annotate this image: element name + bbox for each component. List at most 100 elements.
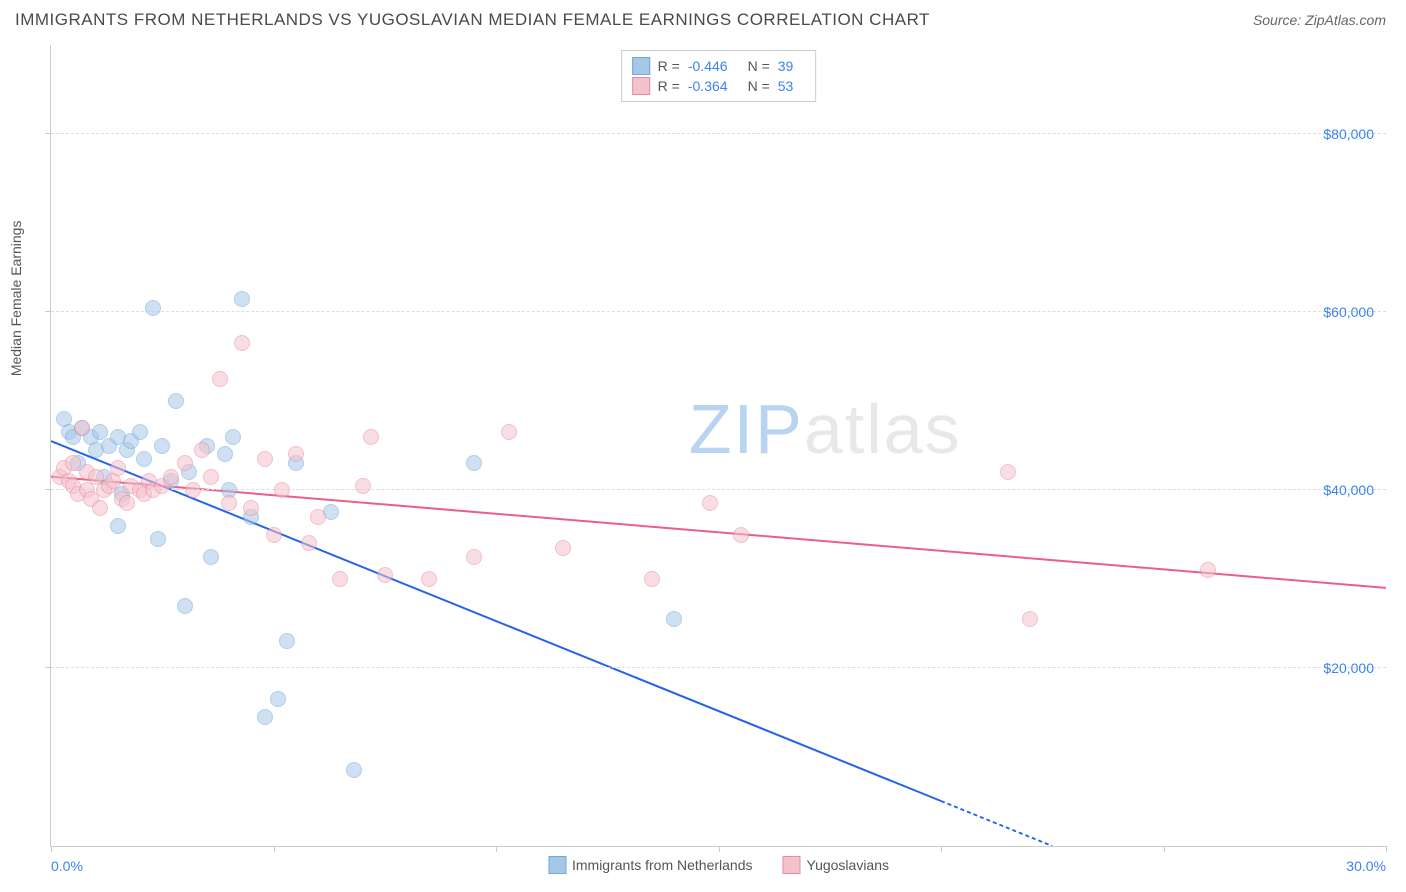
data-point [185,482,201,498]
watermark: ZIPatlas [689,389,962,469]
series-legend: Immigrants from Netherlands Yugoslavians [548,856,889,874]
y-axis-label: Median Female Earnings [8,220,24,376]
data-point [145,300,161,316]
n-label: N = [748,58,770,74]
data-point [501,424,517,440]
gridline [51,311,1386,312]
x-axis-min-label: 0.0% [51,858,83,874]
gridline [51,489,1386,490]
data-point [110,518,126,534]
data-point [203,549,219,565]
data-point [163,469,179,485]
x-tick [274,846,275,852]
data-point [363,429,379,445]
y-tick [45,667,51,668]
data-point [346,762,362,778]
data-point [355,478,371,494]
x-axis-max-label: 30.0% [1346,858,1386,874]
data-point [221,495,237,511]
swatch-netherlands [632,57,650,75]
data-point [74,420,90,436]
data-point [1000,464,1016,480]
swatch-yugoslavians [783,856,801,874]
data-point [168,393,184,409]
n-label: N = [748,78,770,94]
data-point [466,549,482,565]
r-value: -0.364 [688,78,728,94]
r-value: -0.446 [688,58,728,74]
legend-row-yugoslavians: R = -0.364 N = 53 [632,77,806,95]
data-point [421,571,437,587]
data-point [234,291,250,307]
x-tick [51,846,52,852]
x-tick [496,846,497,852]
legend-row-netherlands: R = -0.446 N = 39 [632,57,806,75]
data-point [154,438,170,454]
data-point [225,429,241,445]
data-point [279,633,295,649]
x-tick [941,846,942,852]
n-value: 39 [778,58,794,74]
data-point [212,371,228,387]
data-point [119,495,135,511]
data-point [1200,562,1216,578]
swatch-netherlands [548,856,566,874]
data-point [466,455,482,471]
watermark-zip: ZIP [689,390,804,468]
data-point [92,500,108,516]
data-point [270,691,286,707]
data-point [274,482,290,498]
gridline [51,667,1386,668]
data-point [332,571,348,587]
data-point [110,460,126,476]
y-tick-label: $20,000 [1323,660,1374,676]
data-point [266,527,282,543]
data-point [177,598,193,614]
data-point [257,709,273,725]
gridline [51,133,1386,134]
data-point [234,335,250,351]
data-point [666,611,682,627]
chart-area: Median Female Earnings ZIPatlas $20,000$… [50,45,1386,847]
y-tick [45,489,51,490]
data-point [132,424,148,440]
x-tick [1164,846,1165,852]
swatch-yugoslavians [632,77,650,95]
data-point [194,442,210,458]
x-tick [719,846,720,852]
n-value: 53 [778,78,794,94]
data-point [733,527,749,543]
legend-label: Yugoslavians [807,857,890,873]
y-tick-label: $80,000 [1323,126,1374,142]
data-point [555,540,571,556]
data-point [136,451,152,467]
legend-label: Immigrants from Netherlands [572,857,753,873]
data-point [257,451,273,467]
data-point [177,455,193,471]
x-tick [1386,846,1387,852]
legend-item-netherlands: Immigrants from Netherlands [548,856,753,874]
y-tick-label: $40,000 [1323,482,1374,498]
correlation-legend: R = -0.446 N = 39 R = -0.364 N = 53 [621,50,817,102]
y-tick [45,133,51,134]
chart-title: IMMIGRANTS FROM NETHERLANDS VS YUGOSLAVI… [15,10,930,30]
data-point [644,571,660,587]
source-attribution: Source: ZipAtlas.com [1253,12,1386,28]
data-point [203,469,219,485]
r-label: R = [658,78,680,94]
data-point [150,531,166,547]
data-point [702,495,718,511]
data-point [301,535,317,551]
data-point [1022,611,1038,627]
data-point [217,446,233,462]
r-label: R = [658,58,680,74]
data-point [243,500,259,516]
data-point [310,509,326,525]
watermark-atlas: atlas [804,390,962,468]
plot-area: ZIPatlas $20,000$40,000$60,000$80,000 [51,45,1386,846]
data-point [377,567,393,583]
legend-item-yugoslavians: Yugoslavians [783,856,890,874]
y-tick [45,311,51,312]
trend-lines [51,45,1386,846]
data-point [288,446,304,462]
